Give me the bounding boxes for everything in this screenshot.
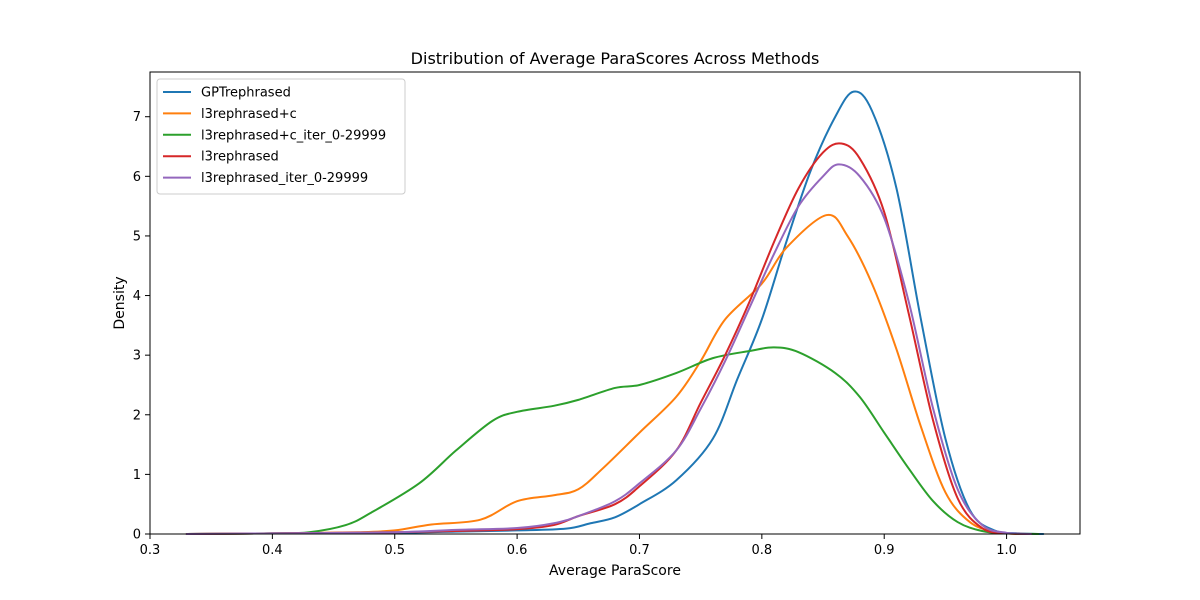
legend-label: l3rephrased_iter_0-29999 bbox=[201, 171, 368, 186]
y-tick-label: 2 bbox=[133, 408, 141, 423]
chart-title: Distribution of Average ParaScores Acros… bbox=[411, 49, 820, 68]
x-tick-label: 0.8 bbox=[751, 543, 772, 558]
legend-label: GPTrephrased bbox=[201, 86, 291, 101]
y-tick-label: 4 bbox=[133, 289, 141, 304]
y-tick-label: 1 bbox=[133, 468, 141, 483]
y-tick-label: 5 bbox=[133, 229, 141, 244]
series-line-3 bbox=[185, 142, 1033, 535]
series-line-4 bbox=[185, 163, 1033, 535]
series-line-2 bbox=[185, 346, 1040, 535]
series-layer bbox=[185, 90, 1045, 535]
y-tick-label: 3 bbox=[133, 349, 141, 364]
x-tick-label: 0.6 bbox=[507, 543, 528, 558]
x-axis: 0.3 0.4 0.5 0.6 0.7 0.8 0.9 1.0 bbox=[140, 534, 1017, 558]
plot-frame bbox=[149, 71, 1081, 535]
y-tick-label: 7 bbox=[133, 110, 141, 125]
y-axis-label: Density bbox=[112, 276, 128, 329]
x-axis-label: Average ParaScore bbox=[549, 563, 681, 579]
x-tick-label: 0.9 bbox=[874, 543, 895, 558]
legend-label: l3rephrased+c bbox=[201, 107, 297, 122]
legend-label: l3rephrased bbox=[201, 150, 279, 165]
x-tick-label: 1.0 bbox=[996, 543, 1017, 558]
x-tick-label: 0.3 bbox=[140, 543, 161, 558]
x-tick-label: 0.4 bbox=[262, 543, 283, 558]
x-tick-label: 0.5 bbox=[384, 543, 405, 558]
series-line-1 bbox=[185, 213, 1020, 535]
x-tick-label: 0.7 bbox=[629, 543, 650, 558]
plot-area bbox=[149, 71, 1081, 535]
y-tick-label: 0 bbox=[133, 528, 141, 543]
legend: GPTrephrased l3rephrased+c l3rephrased+c_i… bbox=[156, 78, 406, 195]
legend-box bbox=[156, 78, 406, 195]
y-tick-label: 6 bbox=[133, 170, 141, 185]
legend-label: l3rephrased+c_iter_0-29999 bbox=[201, 128, 386, 143]
y-axis: 0 1 2 3 4 5 6 7 bbox=[133, 110, 150, 543]
